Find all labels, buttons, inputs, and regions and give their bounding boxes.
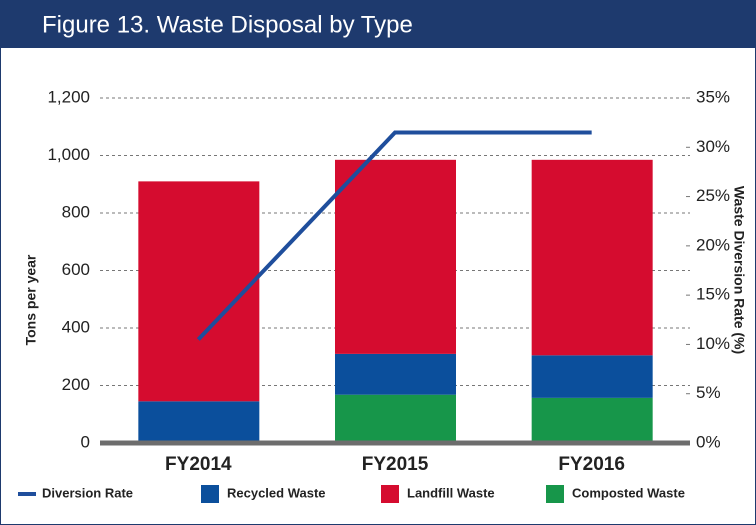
x-tick-label: FY2015 xyxy=(362,454,429,475)
header xyxy=(0,0,756,48)
legend-label: Composted Waste xyxy=(572,485,685,500)
y-tick-label: 1,200 xyxy=(47,87,90,106)
y2-tick-label: 30% xyxy=(696,137,730,156)
y2-axis-title: Waste Diversion Rate (%) xyxy=(731,186,747,354)
y2-tick-label: 10% xyxy=(696,334,730,353)
y2-tick-label: 20% xyxy=(696,235,730,254)
y-tick-label: 0 xyxy=(81,432,90,451)
bar xyxy=(335,353,456,395)
y2-tick-label: 25% xyxy=(696,186,730,205)
bar xyxy=(531,159,653,356)
bar xyxy=(335,394,456,443)
y2-tick-label: 5% xyxy=(696,383,721,402)
bar xyxy=(138,181,260,402)
legend-swatch xyxy=(546,485,564,503)
legend-label: Recycled Waste xyxy=(227,485,326,500)
legend-label: Diversion Rate xyxy=(42,485,133,500)
y-tick-label: 1,000 xyxy=(47,145,90,164)
legend-label: Landfill Waste xyxy=(407,485,495,500)
y-tick-label: 800 xyxy=(62,202,90,221)
y2-tick-label: 35% xyxy=(696,87,730,106)
y2-tick-label: 0% xyxy=(696,432,721,451)
y-tick-label: 200 xyxy=(62,375,90,394)
x-tick-label: FY2016 xyxy=(558,454,625,475)
y2-tick-label: 15% xyxy=(696,285,730,304)
x-tick-label: FY2014 xyxy=(165,454,232,475)
y-tick-label: 600 xyxy=(62,260,90,279)
chart-title: Figure 13. Waste Disposal by Type xyxy=(42,11,413,38)
bar xyxy=(335,159,456,354)
line xyxy=(196,130,592,341)
bar xyxy=(138,401,260,443)
y-tick-label: 400 xyxy=(62,317,90,336)
legend-swatch xyxy=(18,492,36,496)
bar xyxy=(531,355,653,398)
y-axis-title: Tons per year xyxy=(23,254,39,345)
bar xyxy=(531,397,653,443)
legend-swatch xyxy=(381,485,399,503)
legend-swatch xyxy=(201,485,219,503)
